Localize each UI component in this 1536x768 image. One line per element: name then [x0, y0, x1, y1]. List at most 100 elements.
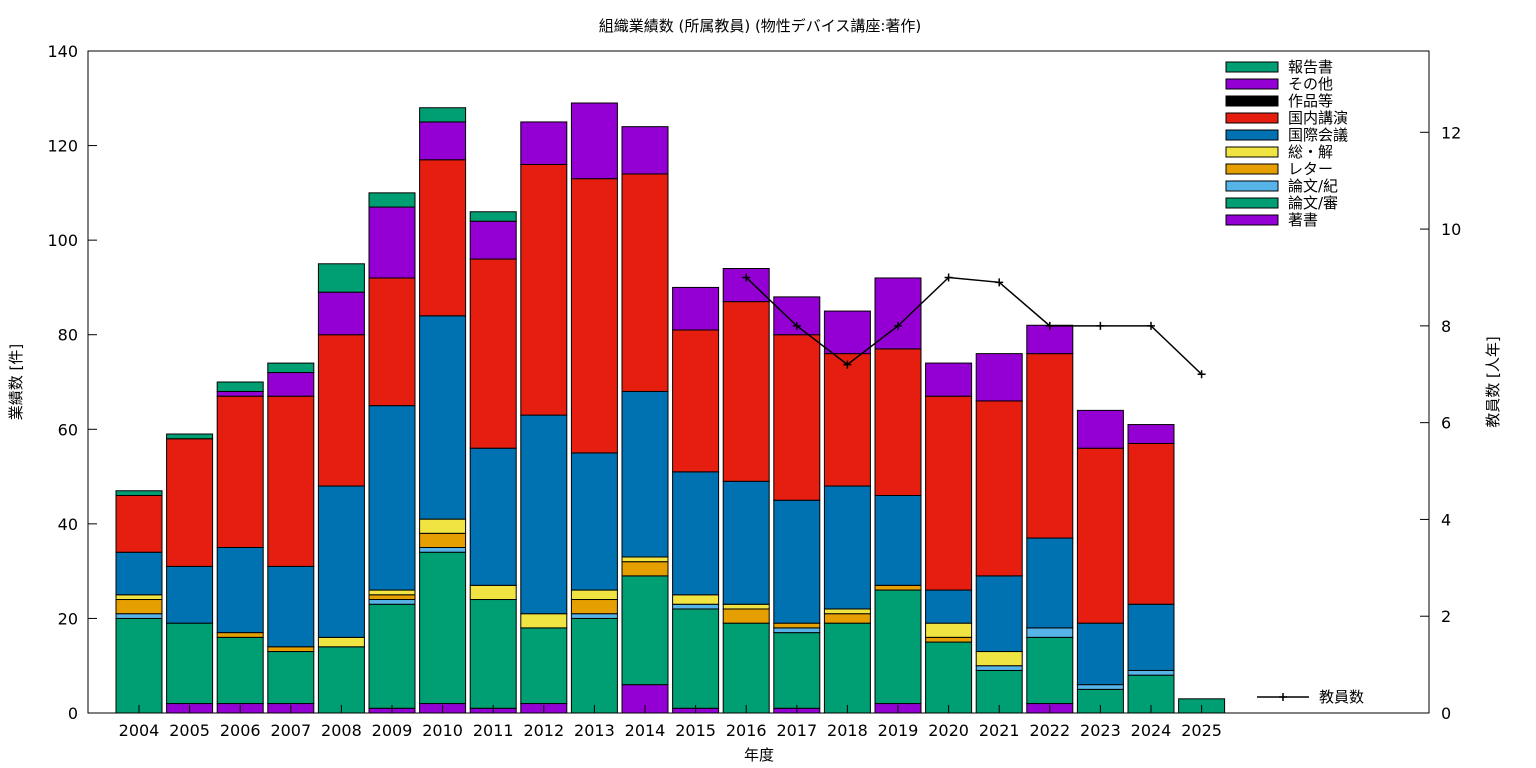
- bar-segment: [975, 400, 1023, 577]
- bar-segment: [216, 636, 264, 705]
- bar-segment: [115, 599, 163, 615]
- bar-segment: [672, 329, 720, 473]
- bar-segment: [317, 334, 365, 487]
- bar-segment: [773, 334, 821, 501]
- bar-segment: [216, 632, 264, 638]
- bar-segment: [672, 471, 720, 596]
- bar-segment: [570, 102, 618, 180]
- bar-segment: [267, 395, 315, 567]
- legend-swatch: [1225, 78, 1279, 90]
- bar-segment: [672, 286, 720, 331]
- y2-tick-label: 4: [1441, 510, 1451, 529]
- bar-segment: [621, 556, 669, 563]
- bar-segment: [166, 622, 214, 705]
- y-tick-label: 140: [47, 42, 78, 61]
- bar-segment: [925, 622, 973, 638]
- x-tick-label: 2017: [776, 721, 817, 740]
- bar-segment: [1026, 636, 1074, 705]
- bar-segment: [672, 594, 720, 605]
- x-tick-label: 2005: [169, 721, 210, 740]
- bar-segment: [368, 599, 416, 605]
- bar-segment: [317, 646, 365, 714]
- legend-label: レター: [1288, 160, 1333, 178]
- bar-segment: [621, 575, 669, 686]
- bar-segment: [368, 589, 416, 596]
- x-tick-label: 2009: [372, 721, 413, 740]
- bar-segment: [925, 641, 973, 714]
- y-tick-label: 20: [58, 609, 78, 628]
- bar-segment: [1076, 684, 1124, 690]
- bar-segment: [570, 452, 618, 591]
- bar-segment: [115, 494, 163, 553]
- bar-segment: [1127, 424, 1175, 444]
- bar-segment: [368, 192, 416, 208]
- bar-segment: [115, 617, 163, 714]
- bar-segment: [216, 390, 264, 397]
- bar-segment: [216, 381, 264, 392]
- bar-segment: [975, 353, 1023, 402]
- y-tick-label: 80: [58, 326, 78, 345]
- bar-segment: [823, 608, 871, 615]
- bar-segment: [1026, 627, 1074, 638]
- bar-segment: [419, 518, 467, 534]
- bar-segment: [672, 608, 720, 709]
- bar-segment: [975, 575, 1023, 653]
- teacher-count-point: [944, 273, 953, 282]
- legend-swatch: [1225, 61, 1279, 73]
- bar-segment: [1076, 622, 1124, 686]
- bar-segment: [621, 173, 669, 392]
- x-tick-label: 2012: [523, 721, 564, 740]
- bar-segment: [115, 613, 163, 619]
- bar-segment: [115, 594, 163, 601]
- teacher-count-point: [742, 273, 751, 282]
- bar-segment: [823, 622, 871, 714]
- y2-tick-label: 12: [1441, 123, 1461, 142]
- bar-segment: [874, 494, 922, 586]
- bar-segment: [621, 390, 669, 558]
- bar-segment: [570, 599, 618, 615]
- teacher-count-point: [1197, 370, 1206, 379]
- bar-segment: [166, 433, 214, 440]
- bar-segment: [166, 438, 214, 567]
- bar-segment: [874, 348, 922, 496]
- bar-segment: [115, 551, 163, 596]
- x-tick-label: 2013: [574, 721, 615, 740]
- bar-segment: [722, 480, 770, 605]
- bar-segment: [570, 178, 618, 454]
- bar-segment: [368, 603, 416, 709]
- bar-segment: [925, 589, 973, 624]
- bar-segment: [925, 395, 973, 591]
- legend-label: 著書: [1288, 211, 1318, 229]
- bar-segment: [419, 547, 467, 553]
- bar-segment: [115, 490, 163, 496]
- plot-frame: [87, 50, 1430, 714]
- legend-label-line: 教員数: [1319, 688, 1364, 706]
- y-tick-label: 60: [58, 420, 78, 439]
- bar-segment: [823, 310, 871, 355]
- y-tick-label: 40: [58, 515, 78, 534]
- bar-segment: [419, 159, 467, 317]
- bar-segment: [419, 315, 467, 520]
- y2-tick-label: 0: [1441, 704, 1451, 723]
- x-tick-label: 2024: [1131, 721, 1172, 740]
- bar-segment: [317, 485, 365, 638]
- bar-segment: [317, 291, 365, 336]
- teacher-count-point: [843, 360, 852, 369]
- bar-segment: [773, 499, 821, 624]
- bar-segment: [520, 121, 568, 165]
- bar-segment: [469, 220, 517, 260]
- teacher-count-point: [1147, 321, 1155, 330]
- bar-segment: [317, 263, 365, 293]
- bar-segment: [722, 301, 770, 482]
- bar-segment: [722, 622, 770, 714]
- y-tick-label: 0: [68, 704, 78, 723]
- teacher-count-point: [1045, 321, 1054, 330]
- bar-segment: [267, 565, 315, 648]
- bar-segment: [469, 211, 517, 222]
- x-tick-label: 2014: [625, 721, 666, 740]
- bar-segment: [419, 532, 467, 548]
- x-axis-label: 年度: [744, 746, 774, 764]
- x-tick-label: 2011: [473, 721, 514, 740]
- bar-segment: [621, 561, 669, 577]
